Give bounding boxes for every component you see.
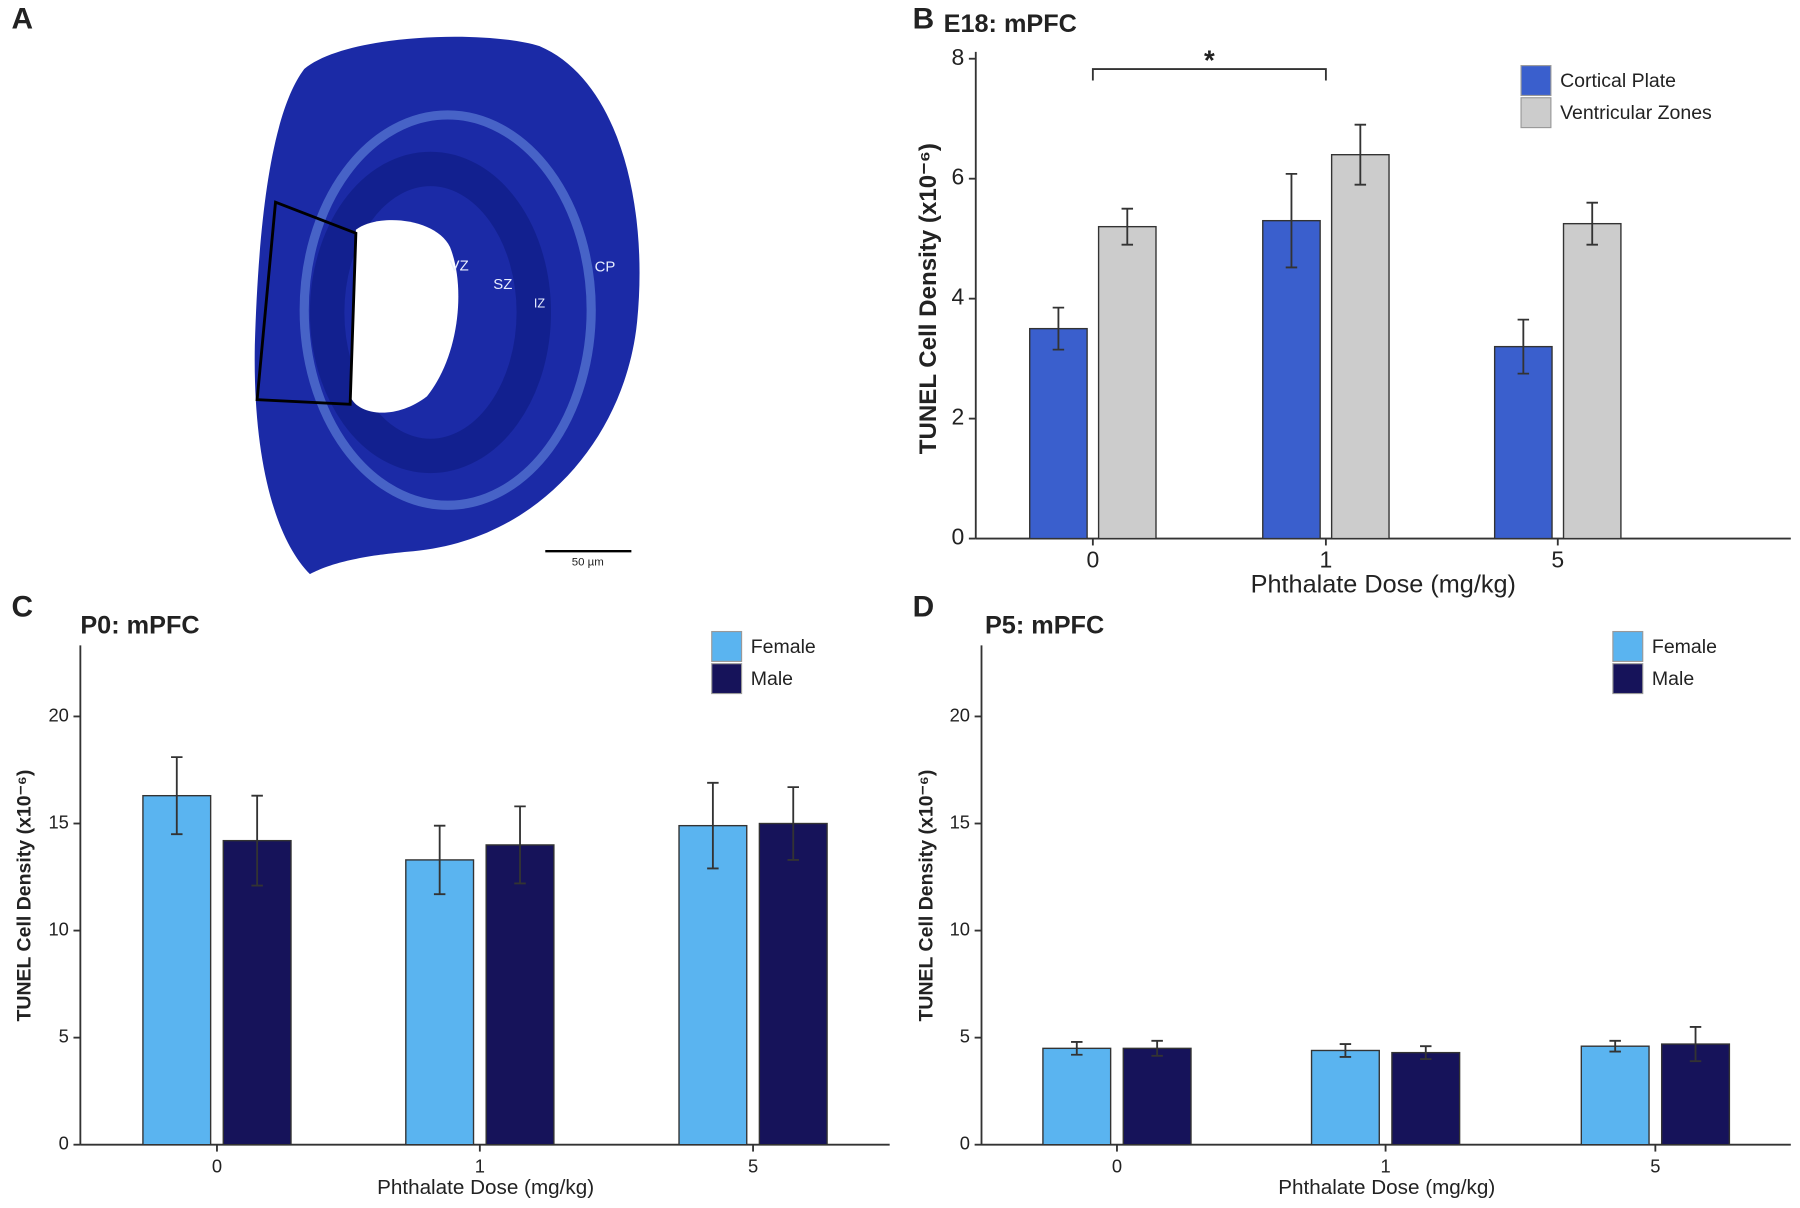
legend-label: Cortical Plate <box>1560 70 1676 92</box>
panel-label: C <box>11 590 33 623</box>
legend-label: Male <box>751 668 793 690</box>
bar <box>1562 222 1622 540</box>
y-tick-label: 10 <box>950 918 970 939</box>
y-tick-label: 6 <box>952 164 965 190</box>
x-tick-label: 1 <box>1320 547 1333 573</box>
error-bar <box>1339 1043 1352 1058</box>
error-bar <box>433 824 446 896</box>
region-label: SZ <box>493 276 512 293</box>
legend-label: Female <box>751 636 816 658</box>
bar <box>1660 1043 1731 1146</box>
bar <box>142 794 212 1146</box>
y-tick-label: 0 <box>952 524 965 550</box>
legend-key <box>1520 97 1552 129</box>
bar <box>1493 345 1553 540</box>
panel-a: A VZ SZ IZ CP 50 µm <box>11 3 640 575</box>
y-tick-label: 10 <box>48 918 68 939</box>
bar <box>678 824 748 1146</box>
y-axis-label: TUNEL Cell Density (x10⁻⁶) <box>915 143 942 454</box>
error-bar <box>171 756 183 836</box>
error-bar <box>1052 306 1065 351</box>
panel-label: D <box>913 590 935 623</box>
bar <box>1097 225 1157 540</box>
y-tick-label: 20 <box>48 704 68 725</box>
y-tick-label: 0 <box>59 1133 69 1154</box>
legend-key <box>711 630 743 662</box>
error-bar <box>1420 1045 1432 1060</box>
y-tick-label: 5 <box>59 1025 69 1046</box>
region-label: IZ <box>534 297 546 311</box>
bar <box>1262 219 1321 540</box>
error-bar <box>1517 318 1530 375</box>
y-tick-label: 4 <box>952 284 965 310</box>
significance-bracket <box>1091 68 1327 81</box>
region-label: VZ <box>450 257 469 274</box>
error-bar <box>1285 172 1298 269</box>
legend-label: Ventricular Zones <box>1560 102 1712 124</box>
error-bar <box>1354 123 1367 186</box>
error-bar <box>1586 201 1598 246</box>
bar <box>758 822 828 1146</box>
y-axis-label: TUNEL Cell Density (x10⁻⁶) <box>13 770 35 1022</box>
error-bar <box>1071 1040 1083 1056</box>
x-axis-label: Phthalate Dose (mg/kg) <box>1278 1176 1495 1199</box>
panel-label: A <box>11 3 33 36</box>
y-tick-label: 0 <box>960 1133 970 1154</box>
scale-bar-label: 50 µm <box>572 557 604 569</box>
error-bar <box>707 781 719 870</box>
legend-key <box>1612 630 1644 662</box>
legend-key <box>711 663 743 695</box>
bar <box>485 844 555 1146</box>
x-tick-label: 5 <box>1551 547 1564 573</box>
x-tick-label: 1 <box>475 1155 485 1176</box>
micrograph-ventricle <box>350 220 459 413</box>
bar <box>1042 1047 1112 1146</box>
micrograph-layer <box>309 151 552 474</box>
micrograph-layer <box>299 110 596 510</box>
x-tick-label: 0 <box>1086 547 1099 573</box>
error-bar <box>1121 207 1134 246</box>
chart-title: P5: mPFC <box>985 612 1104 640</box>
error-bar <box>1609 1039 1621 1053</box>
legend-label: Female <box>1652 636 1717 658</box>
y-tick-label: 15 <box>950 811 970 832</box>
bar <box>1330 154 1390 540</box>
bar <box>1310 1049 1380 1146</box>
x-axis-label: Phthalate Dose (mg/kg) <box>377 1176 594 1199</box>
x-axis-label: Phthalate Dose (mg/kg) <box>1251 570 1516 598</box>
legend-label: Male <box>1652 668 1694 690</box>
y-tick-label: 8 <box>952 44 965 70</box>
x-tick-label: 1 <box>1380 1155 1390 1176</box>
y-tick-label: 15 <box>48 811 68 832</box>
bar <box>1580 1045 1650 1146</box>
bar <box>1029 327 1088 540</box>
bar <box>1122 1047 1192 1146</box>
legend-key <box>1612 663 1644 695</box>
bar <box>405 859 475 1146</box>
x-tick-label: 0 <box>1112 1155 1122 1176</box>
significance-label: * <box>1204 44 1215 75</box>
error-bar <box>514 805 526 885</box>
chart-title: E18: mPFC <box>944 10 1077 38</box>
error-bar <box>1689 1026 1702 1063</box>
roi-box <box>255 200 358 406</box>
y-tick-label: 2 <box>952 404 965 430</box>
error-bar <box>787 786 799 861</box>
region-label: CP <box>595 259 616 276</box>
x-tick-label: 5 <box>1650 1155 1660 1176</box>
y-tick-label: 20 <box>950 704 970 725</box>
x-tick-label: 0 <box>212 1155 222 1176</box>
chart-title: P0: mPFC <box>80 612 199 640</box>
x-tick-label: 5 <box>748 1155 758 1176</box>
y-tick-label: 5 <box>960 1025 970 1046</box>
panel-label: B <box>913 3 935 36</box>
error-bar <box>1151 1039 1163 1057</box>
error-bar <box>251 794 263 887</box>
bar <box>1391 1051 1461 1146</box>
y-axis-label: TUNEL Cell Density (x10⁻⁶) <box>916 770 938 1022</box>
legend-key <box>1520 65 1552 97</box>
